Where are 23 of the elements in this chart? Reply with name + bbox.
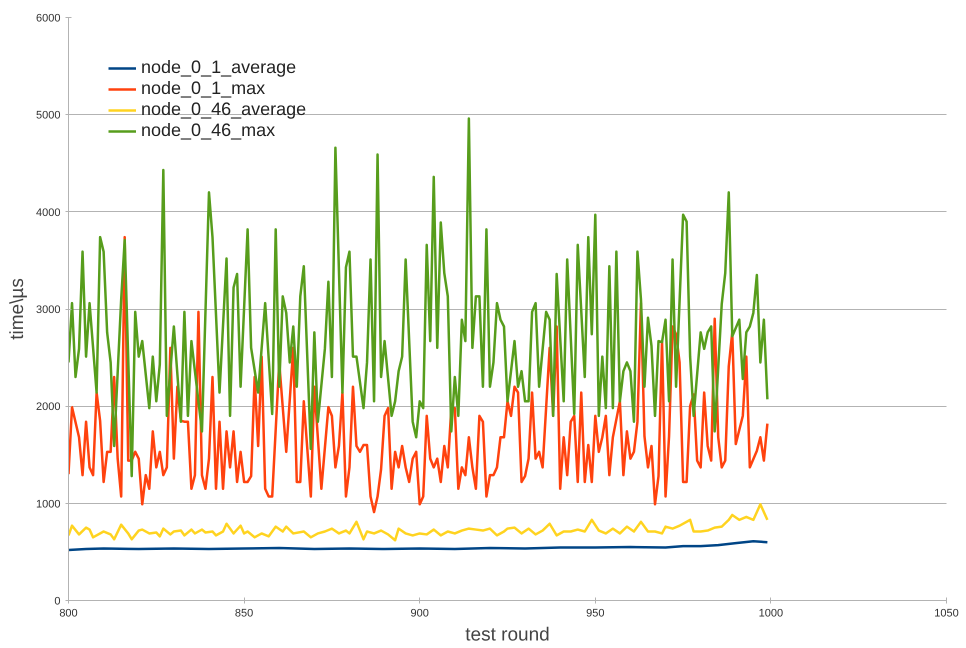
y-tick-label: 3000 [36, 304, 61, 316]
x-tick-label: 950 [586, 608, 604, 620]
legend-label: node_0_1_max [141, 78, 266, 99]
line-series [68, 503, 769, 542]
line-series [68, 540, 769, 552]
y-tick-label: 6000 [36, 12, 61, 24]
legend-label: node_0_46_max [141, 120, 276, 141]
y-tick-label: 2000 [36, 401, 61, 414]
x-axis-title: test round [465, 624, 550, 646]
legend-label: node_0_46_average [141, 99, 306, 120]
line-series [68, 117, 769, 478]
x-tick-label: 850 [234, 608, 254, 620]
legend-label: node_0_1_average [141, 57, 296, 78]
line-series [68, 236, 769, 514]
x-tick-label: 900 [410, 608, 429, 620]
y-tick-label: 1000 [36, 498, 61, 510]
y-axis-title: time\µs [7, 278, 28, 340]
x-tick-label: 1050 [934, 608, 959, 620]
y-tick-label: 0 [54, 596, 61, 608]
y-tick-label: 4000 [36, 206, 61, 219]
x-tick-label: 800 [59, 608, 78, 620]
x-tick-label: 1000 [758, 608, 784, 620]
y-tick-label: 5000 [36, 110, 61, 122]
